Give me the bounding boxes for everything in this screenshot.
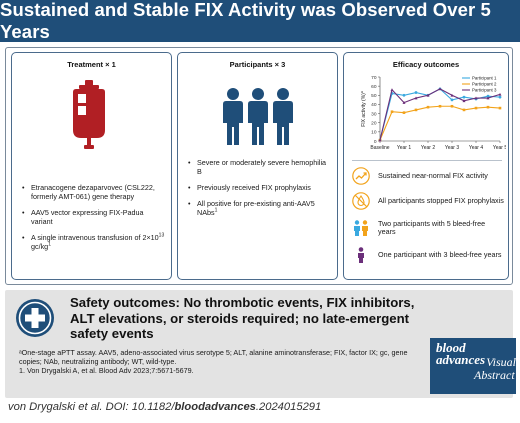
y-tick-label: 20	[371, 121, 377, 127]
outcome-row-1: Sustained near-normal FIX activity	[352, 167, 504, 185]
data-point	[414, 96, 418, 100]
legend-label: Participant 3	[472, 88, 497, 93]
fix-activity-chart: 0 10 20 30 40 50 60 70 Baseline Year 1 Year 2 Year …	[360, 75, 506, 151]
data-point	[438, 87, 442, 91]
x-tick-label: Year 1	[397, 145, 411, 151]
footnote-reference: 1. Von Drygalski A, et al. Blood Adv 202…	[19, 366, 194, 376]
treatment-bullet-1: Etranacogene dezaparvovec (CSL222, forme…	[22, 183, 165, 201]
data-point	[486, 96, 490, 100]
data-point	[378, 138, 382, 142]
data-point	[402, 101, 406, 104]
two-people-icon	[354, 220, 368, 236]
y-tick-label: 40	[371, 102, 377, 108]
y-tick-label: 10	[371, 130, 377, 136]
y-tick-label: 30	[371, 111, 377, 117]
data-point	[462, 108, 466, 112]
one-person-icon	[358, 247, 364, 263]
brand-line-2: advances	[436, 352, 486, 367]
treatment-title: Treatment × 1	[67, 60, 116, 69]
no-bleed-icon	[352, 192, 370, 210]
treatment-bullet-3: A single intravenous transfusion of 2×10…	[22, 233, 165, 251]
x-tick-label: Year 2	[421, 145, 435, 151]
x-tick-label: Baseline	[370, 145, 389, 151]
series-line-2	[379, 105, 501, 141]
x-tick-label: Year 4	[469, 145, 483, 151]
trend-up-icon	[352, 167, 370, 185]
data-point	[486, 94, 490, 98]
data-point	[402, 111, 406, 114]
series-line-3	[379, 88, 501, 141]
data-point	[498, 95, 502, 99]
medical-cross-icon	[16, 299, 54, 337]
brand-line-4: Abstract	[474, 368, 515, 382]
outcome-text-2: All participants stopped FIX prophylaxis	[378, 195, 504, 205]
data-point	[450, 104, 454, 108]
footnote: ᵃOne-stage aPTT assay. AAV5, adeno-assoc…	[19, 348, 424, 376]
y-tick-label: 0	[374, 139, 377, 145]
legend-label: Participant 2	[472, 82, 497, 87]
header-banner: Sustained and Stable FIX Activity was Ob…	[0, 0, 520, 42]
data-point	[486, 105, 490, 109]
brand-line-1: blood	[436, 340, 466, 355]
participants-bullet-3: All positive for pre-existing anti-AAV5 …	[188, 199, 331, 217]
data-point	[450, 93, 454, 97]
data-point	[474, 96, 478, 100]
legend-label: Participant 1	[472, 76, 497, 81]
efficacy-panel: Efficacy outcomes 0 10 20 30 40 50 60 70 Baselin…	[343, 52, 509, 280]
outcome-text-4: One participant with 3 bleed-free years	[378, 249, 502, 259]
data-point	[414, 91, 418, 94]
three-people-icon	[223, 88, 293, 145]
data-point	[390, 110, 394, 114]
safety-section: Safety outcomes: No thrombotic events, F…	[5, 290, 516, 398]
brand-line-3: Visual	[486, 355, 516, 369]
data-point	[498, 92, 502, 96]
outcome-text-1: Sustained near-normal FIX activity	[378, 170, 488, 180]
outcome-text-3: Two participants with 5 bleed-free years	[378, 218, 486, 236]
safety-headline: Safety outcomes: No thrombotic events, F…	[70, 295, 415, 341]
participants-bullet-1: Severe or moderately severe hemophilia B	[188, 158, 331, 176]
data-point	[462, 99, 466, 103]
data-point	[426, 93, 430, 97]
y-tick-label: 70	[371, 75, 377, 81]
x-tick-label: Year 3	[445, 145, 459, 151]
data-point	[390, 88, 394, 92]
footnote-abbreviations: ᵃOne-stage aPTT assay. AAV5, adeno-assoc…	[19, 348, 408, 367]
treatment-panel: Treatment × 1 Etranacogene dezaparvovec …	[11, 52, 172, 280]
data-point	[414, 108, 418, 112]
data-point	[498, 106, 502, 110]
journal-logo: blood advances Visual Abstract	[430, 338, 516, 394]
outcome-row-2: All participants stopped FIX prophylaxis	[352, 192, 504, 210]
citation: von Drygalski et al. DOI: 10.1182/blooda…	[8, 401, 322, 413]
divider	[352, 160, 502, 161]
outcome-row-3: Two participants with 5 bleed-free years	[352, 219, 504, 237]
data-point	[462, 95, 466, 99]
participants-bullet-2: Previously received FIX prophylaxis	[188, 183, 331, 192]
data-point	[474, 106, 478, 110]
x-tick-label: Year 5	[493, 145, 506, 151]
data-point	[426, 105, 430, 109]
page-title: Sustained and Stable FIX Activity was Ob…	[0, 0, 491, 42]
participants-title: Participants × 3	[229, 60, 286, 69]
y-tick-label: 50	[371, 93, 377, 99]
participants-panel: Participants × 3 Severe or moderately se…	[177, 52, 338, 280]
blood-bag-icon	[73, 80, 105, 149]
treatment-bullet-2: AAV5 vector expressing FIX-Padua variant	[22, 208, 165, 226]
y-tick-label: 60	[371, 84, 377, 90]
y-axis-label: FIX activity (%)a	[360, 91, 367, 127]
outcome-row-4: One participant with 3 bleed-free years	[352, 246, 504, 264]
data-point	[450, 98, 454, 102]
data-point	[402, 93, 406, 97]
efficacy-title: Efficacy outcomes	[392, 60, 460, 69]
data-point	[438, 104, 442, 108]
